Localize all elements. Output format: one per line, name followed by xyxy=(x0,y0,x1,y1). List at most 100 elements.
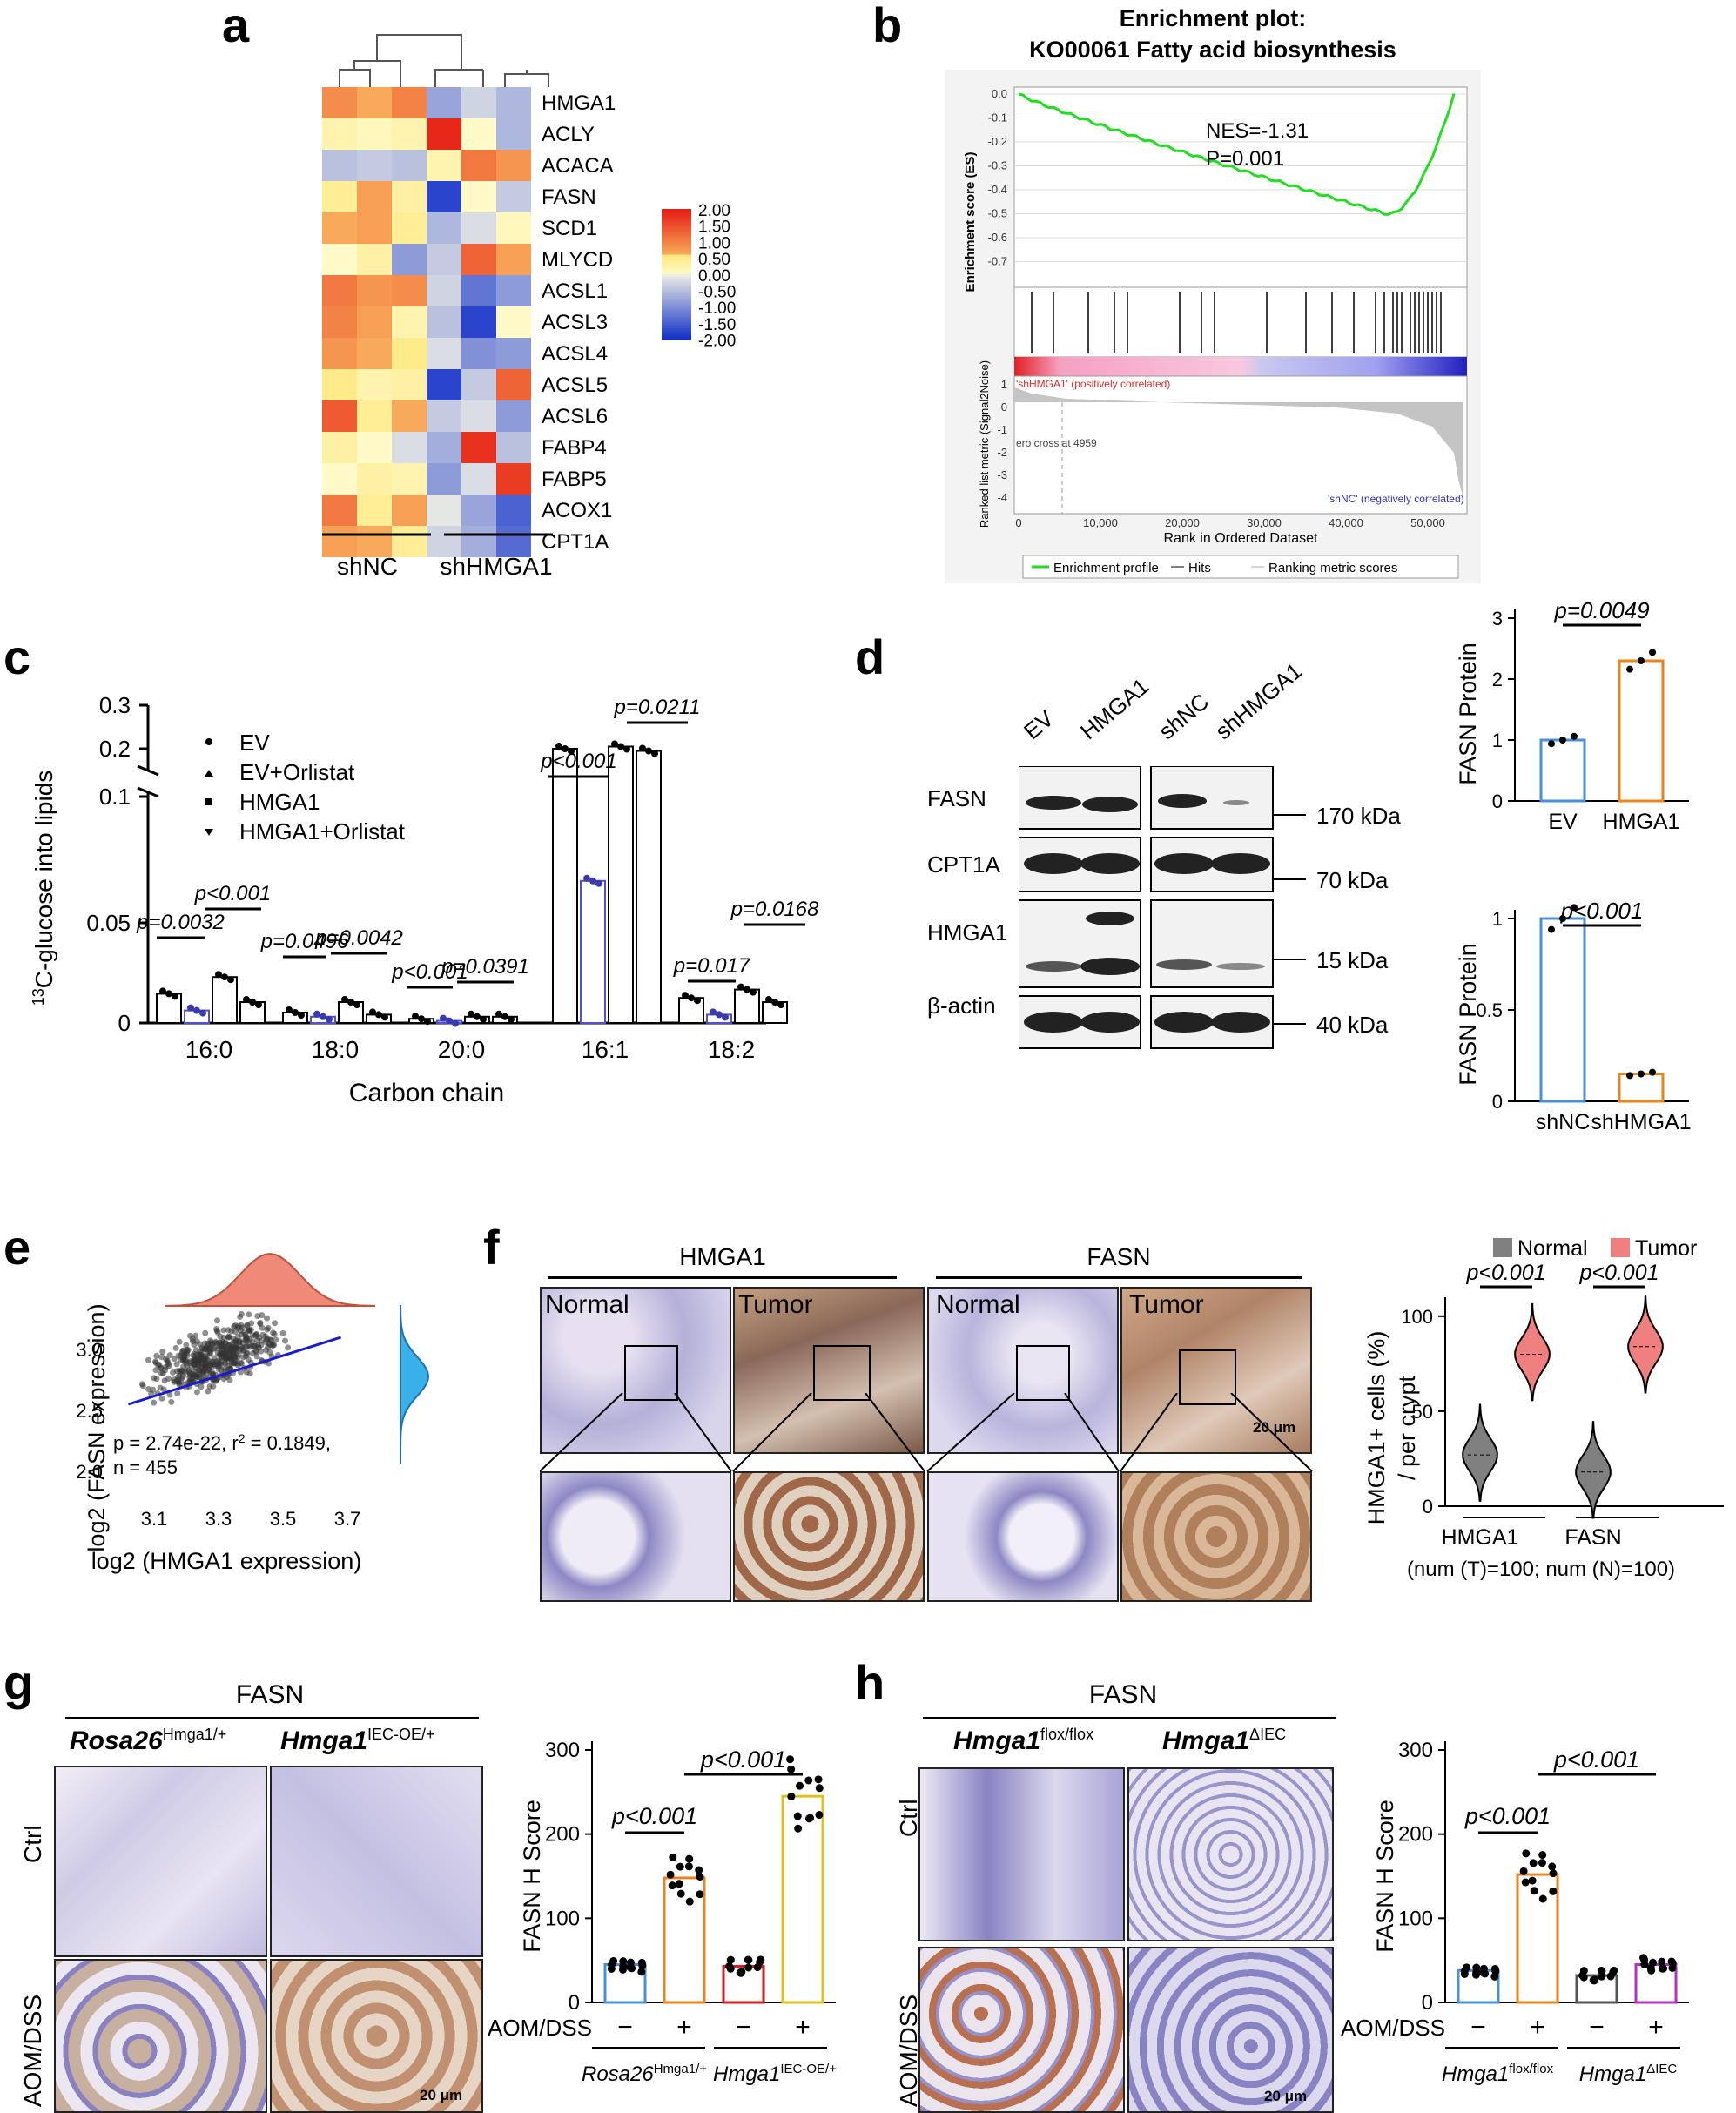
group-label-shHMGA1: shHMGA1 xyxy=(440,553,552,580)
f-zoom-3 xyxy=(927,1471,1119,1602)
heat-cell xyxy=(357,87,392,118)
e-point xyxy=(193,1389,200,1396)
h-img-2 xyxy=(1127,1767,1334,1941)
e-point xyxy=(258,1342,265,1349)
h-img-4: 20 μm xyxy=(1127,1947,1334,2113)
heat-cell xyxy=(357,369,392,400)
f-zoom-1 xyxy=(540,1471,731,1602)
f-violin xyxy=(1575,1421,1612,1519)
d-pvalue: p=0.0049 xyxy=(1553,601,1649,623)
colorbar-tick: -1.50 xyxy=(698,316,736,334)
c-point xyxy=(227,976,234,984)
c-pvalue: p=0.0496 xyxy=(260,930,349,953)
e-point xyxy=(202,1329,209,1336)
e-point xyxy=(273,1336,279,1343)
c-point xyxy=(452,1019,459,1027)
c-point xyxy=(286,1006,293,1013)
c-y-label: 13C-glucose into lipids xyxy=(30,771,57,1006)
heat-cell xyxy=(427,369,461,400)
c-point xyxy=(255,1001,262,1008)
gsea-title-line1: Enrichment plot: xyxy=(1119,5,1307,31)
heat-cell xyxy=(322,244,357,275)
d-chart-overexpression: 0 1 2 3 EV HMGA1 p=0.0049 FASN Protein xyxy=(1455,601,1689,834)
heat-cell xyxy=(322,526,357,557)
heat-cell xyxy=(496,150,531,181)
e-point xyxy=(257,1319,264,1326)
heat-cell xyxy=(392,400,427,432)
h-bar xyxy=(781,1794,824,2004)
gene-label-FASN: FASN xyxy=(542,185,596,209)
h-point xyxy=(1538,1859,1546,1867)
c-pvalue: p=0.0391 xyxy=(441,955,529,979)
e-point xyxy=(282,1337,289,1344)
c-point xyxy=(595,879,602,887)
h-group2: Hmga1ΔIEC xyxy=(1579,2062,1678,2086)
panel-label-b: b xyxy=(872,0,903,52)
heat-cell xyxy=(496,275,531,306)
h-point xyxy=(1548,1862,1557,1871)
panel-label-a: a xyxy=(222,0,250,52)
c-pvalue: p=0.0211 xyxy=(614,696,701,719)
heat-cell xyxy=(322,432,357,463)
d-point xyxy=(1559,737,1566,744)
h-sign: + xyxy=(676,2013,692,2042)
e-point xyxy=(259,1331,266,1338)
h-point xyxy=(1668,1963,1677,1972)
e-point xyxy=(246,1311,252,1318)
e-point xyxy=(186,1358,193,1365)
c-legend: EV EV+Orlistat HMGA1 HMGA1+Orlistat xyxy=(205,730,406,845)
e-point xyxy=(249,1338,256,1345)
f-zoom-lines xyxy=(540,1393,1313,1472)
d-point xyxy=(1571,732,1578,740)
h-img-3 xyxy=(918,1947,1125,2113)
e-point xyxy=(242,1331,249,1338)
negative-label: 'shNC' (negatively correlated) xyxy=(1328,493,1464,505)
e-point xyxy=(232,1329,239,1336)
h-point xyxy=(1549,1887,1558,1895)
d-point xyxy=(1638,657,1645,664)
heat-cell xyxy=(496,463,531,495)
c-ytick: 0.3 xyxy=(99,692,131,718)
d-xtick: HMGA1 xyxy=(1603,810,1680,834)
c-point xyxy=(771,999,778,1006)
e-point xyxy=(160,1386,167,1393)
d-point xyxy=(1571,904,1578,912)
e-point xyxy=(190,1370,197,1377)
e-point xyxy=(203,1369,210,1376)
e-point xyxy=(220,1327,227,1334)
h-bar xyxy=(1516,1873,1559,2004)
e-point xyxy=(178,1349,185,1356)
heat-cell xyxy=(357,463,392,495)
e-ytick: 2.5 xyxy=(76,1400,103,1422)
p-value: P=0.001 xyxy=(1206,147,1284,171)
h-sign: + xyxy=(1530,2013,1545,2042)
e-point xyxy=(270,1329,277,1336)
heat-cell xyxy=(496,181,531,212)
e-point xyxy=(205,1388,212,1395)
panel-c-chart: 13C-glucose into lipids 0 0.05 0.1 0.2 0.3 1… xyxy=(30,692,819,1107)
gsea-plot: 0.0 -0.1 -0.2 -0.3 -0.4 -0.5 -0.6 -0.7 'shHMGA1… xyxy=(963,86,1468,579)
g-row-ctrl: Ctrl xyxy=(19,1825,46,1863)
heat-cell xyxy=(357,150,392,181)
e-point xyxy=(197,1341,204,1348)
h-point xyxy=(744,1955,753,1964)
gsea-ytick: -0.6 xyxy=(988,231,1007,244)
rank-colorbar xyxy=(1014,357,1467,376)
e-point xyxy=(240,1348,247,1355)
f-pvalue: p<0.001 xyxy=(1578,1261,1659,1285)
h-point xyxy=(626,1963,635,1972)
heat-cell xyxy=(427,275,461,306)
e-xtick: 3.7 xyxy=(334,1508,361,1530)
size-70: 70 kDa xyxy=(1316,867,1389,893)
heat-cell xyxy=(496,432,531,463)
e-point xyxy=(239,1340,246,1347)
gene-label-ACSL3: ACSL3 xyxy=(542,311,608,334)
panel-label-d: d xyxy=(855,629,885,684)
d-ytick: 2 xyxy=(1492,669,1503,690)
c-pvalue: p<0.001 xyxy=(540,750,616,773)
gsea-title-line2: KO00061 Fatty acid biosynthesis xyxy=(1029,37,1396,63)
c-point xyxy=(468,1010,474,1018)
e-point xyxy=(285,1344,292,1351)
heat-cell xyxy=(357,275,392,306)
c-point xyxy=(617,743,624,750)
